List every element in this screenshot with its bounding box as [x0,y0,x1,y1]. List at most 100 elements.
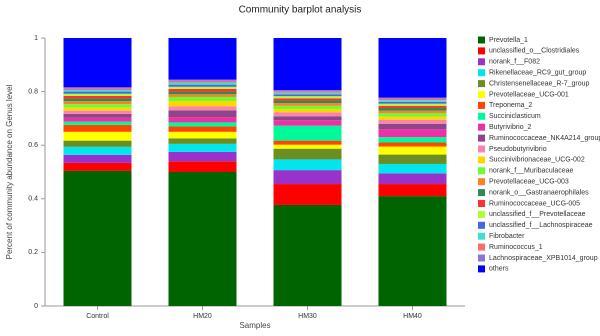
legend-swatch [478,101,485,109]
bar-segment [168,38,237,80]
bar-segment [168,172,237,306]
bar-segment [378,196,447,306]
bar-segment [273,91,342,93]
bar-segment [168,126,237,132]
bar-segment [378,103,447,106]
bar-segment [63,124,132,132]
bar-segment [63,140,132,147]
bar-segment [378,100,447,102]
y-tick-label: 1 [34,35,38,42]
bar-segment [168,94,237,97]
bar-segment [168,110,237,118]
legend-label: Christensenellaceae_R-7_group [489,80,590,87]
bar-segment [168,96,237,101]
bar-segment [378,113,447,117]
y-tick-label: 0.6 [28,142,38,149]
bar-segment [63,113,132,118]
legend-swatch [478,91,485,98]
bar-segment [63,121,132,125]
chart-title: Community barplot analysis [239,5,362,16]
bar-segment [168,138,237,144]
legend-swatch [478,167,485,175]
bar-segment [63,154,132,163]
bar-segment [63,93,132,96]
bar-segment [378,142,447,147]
bar-segment [168,91,237,95]
legend-swatch [478,254,485,262]
bar-segment [168,106,237,111]
bar-segment [273,120,342,126]
bar-segment [273,103,342,106]
bar-segment [273,98,342,101]
legend-swatch [478,178,485,186]
bar-segment [273,159,342,171]
bar-segment [378,137,447,143]
legend-swatch [478,134,485,142]
legend-label: unclassified_o__Clostridiales [489,48,580,55]
bar-segment [378,119,447,124]
legend-label: others [489,266,509,273]
legend-label: Succiniclasticum [489,113,541,120]
bar-segment [63,104,132,108]
bar-segment [378,129,447,138]
bar-segment [273,94,342,97]
bar-segment [273,140,342,145]
legend-swatch [478,210,485,218]
bar-segment [378,146,447,155]
bar-segment [63,38,132,88]
bar-segment [378,107,447,111]
y-tick-label: 0.4 [28,196,38,203]
legend-label: norank_o__Gastranaerophilales [489,189,589,196]
legend-label: Butyrivibrio_2 [489,124,532,131]
bar-segment [168,79,237,81]
legend-label: unclassified_f__Lachnospiraceae [489,222,593,229]
bar-segment [378,101,447,104]
bar-segment [273,144,342,149]
legend-label: norank_f__Muribaculaceae [489,168,574,175]
legend-swatch [478,156,485,164]
bar-segment [378,110,447,114]
legend-swatch [478,221,485,229]
legend-swatch [478,80,485,88]
y-tick-label: 0.2 [28,249,38,256]
legend-swatch [478,243,485,251]
bar-segment [63,95,132,99]
bar-segment [168,143,237,152]
x-tick-label: HM30 [298,313,317,320]
legend-swatch [478,232,485,240]
legend-swatch [478,112,485,120]
bar-segment [273,96,342,99]
legend-swatch [478,123,485,131]
bar-segment [378,105,447,108]
bar-segment [63,91,132,94]
bar-segment [63,162,132,171]
bar-segment [63,87,132,89]
bar-segment [378,184,447,197]
legend-label: unclassified_f__Prevotellaceae [489,211,586,218]
legend-label: Rikenellaceae_RC9_gut_group [489,70,586,77]
legend-label: norank_f__F082 [489,59,540,66]
legend-swatch [478,265,485,273]
legend-label: Ruminococcus_1 [489,244,543,251]
legend-swatch [478,189,485,197]
y-tick-label: 0.8 [28,88,38,95]
legend-swatch [478,200,485,207]
bar-segment [168,80,237,83]
bar-segment [378,97,447,99]
legend-swatch [478,47,485,55]
legend-swatch [478,69,485,77]
bar-segment [273,105,342,110]
bar-segment [63,88,132,90]
bar-segment [378,123,447,130]
bar-segment [273,38,342,90]
bar-segment [378,116,447,120]
x-tick-label: HM40 [403,313,422,320]
legend-label: Prevotella_1 [489,37,528,44]
x-tick-label: HM20 [193,313,212,320]
bar-segment [63,146,132,155]
bar-segment [168,84,237,87]
bar-segment [378,98,447,101]
x-tick-label: Control [86,313,109,320]
legend-label: Succinivibrionaceae_UCG-002 [489,157,585,164]
